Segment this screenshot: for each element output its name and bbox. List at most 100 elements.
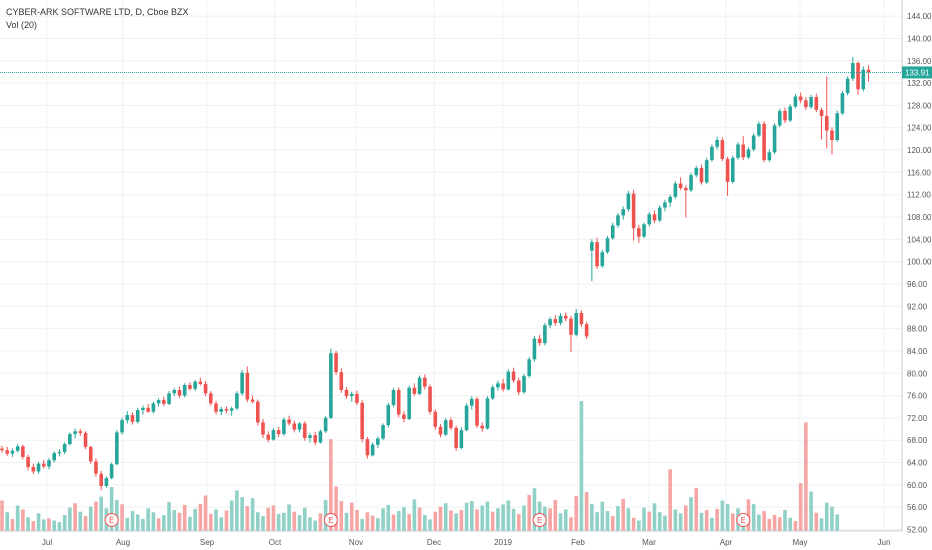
candle-body xyxy=(329,353,333,418)
volume-bar xyxy=(558,513,563,531)
volume-bar xyxy=(344,512,349,531)
volume-bar xyxy=(266,507,271,531)
y-tick-label: 52.00 xyxy=(907,526,928,535)
y-tick-label: 56.00 xyxy=(907,503,928,512)
candle-body xyxy=(647,214,652,225)
candle-body xyxy=(5,450,10,454)
candle-body xyxy=(297,423,302,430)
candle-body xyxy=(543,325,547,344)
candle-body xyxy=(558,315,563,324)
candle-body xyxy=(151,403,156,412)
candle-body xyxy=(657,207,662,221)
volume-bar xyxy=(62,514,67,531)
candle-body xyxy=(824,116,829,131)
y-tick-label: 104.00 xyxy=(907,235,932,244)
candle-body xyxy=(626,193,631,210)
candle-body xyxy=(694,167,699,176)
volume-bar xyxy=(715,508,719,531)
volume-bar xyxy=(245,506,250,531)
candle-body xyxy=(31,467,36,472)
candle-body xyxy=(391,390,396,406)
volume-bar xyxy=(10,518,15,531)
candle-body xyxy=(798,96,803,101)
volume-bar xyxy=(182,504,187,531)
candle-body xyxy=(73,431,77,435)
volume-bar xyxy=(370,515,375,531)
candle-body xyxy=(616,215,620,226)
earnings-marker-icon xyxy=(104,513,119,527)
volume-bar xyxy=(355,509,359,531)
volume-bar xyxy=(162,514,166,531)
candle-body xyxy=(861,69,866,90)
candle-body xyxy=(532,338,537,360)
candle-body xyxy=(99,473,103,486)
y-tick-label: 92.00 xyxy=(907,302,928,311)
candle-body xyxy=(271,430,276,440)
volume-bar xyxy=(783,509,787,531)
x-axis-labels: Jul Aug Sep Oct Nov Dec 2019 Feb Mar Apr May Jun xyxy=(42,538,891,547)
volume-bar xyxy=(673,509,678,531)
x-tick-label: Aug xyxy=(116,538,130,547)
candle-body xyxy=(240,372,244,394)
candle-body xyxy=(845,78,850,94)
candle-body xyxy=(177,390,182,396)
candle-body xyxy=(396,390,401,415)
volume-bar xyxy=(130,511,135,531)
chart-legend: CYBER-ARK SOFTWARE LTD, D, Cboe BZX Vol … xyxy=(6,6,189,32)
candle-body xyxy=(631,193,636,229)
candle-body xyxy=(443,420,448,435)
candle-body xyxy=(313,435,317,443)
volume-bar xyxy=(663,515,667,531)
candle-body xyxy=(407,387,411,420)
candle-body xyxy=(219,408,224,412)
candle-body xyxy=(261,422,265,435)
volume-bar xyxy=(809,491,813,531)
candle-body xyxy=(725,158,730,182)
candle-body xyxy=(386,405,391,426)
volume-bar xyxy=(516,513,521,531)
candle-body xyxy=(663,202,667,208)
candle-body xyxy=(52,453,56,461)
candle-body xyxy=(62,444,67,452)
volume-bar xyxy=(522,505,526,531)
volume-bar xyxy=(193,508,197,531)
volume-bar xyxy=(240,497,244,531)
candle-body xyxy=(553,319,558,324)
candle-body xyxy=(104,478,109,486)
candle-body xyxy=(255,401,260,423)
volume-bar xyxy=(757,514,761,531)
candle-body xyxy=(282,419,286,435)
volume-bar xyxy=(255,512,260,531)
candle-body xyxy=(767,152,772,161)
volume-bar xyxy=(647,511,652,531)
volume-bar xyxy=(710,517,714,531)
candle-body xyxy=(490,387,495,399)
volume-bar xyxy=(313,520,317,531)
volume-bar xyxy=(391,514,396,531)
volume-bar xyxy=(762,511,766,531)
volume-bar xyxy=(684,505,688,531)
x-tick-label: Nov xyxy=(349,538,363,547)
candle-body xyxy=(115,432,119,465)
volume-bar xyxy=(485,501,490,531)
volume-bar xyxy=(626,508,631,531)
volume-bar xyxy=(224,510,229,531)
candle-body xyxy=(830,130,834,141)
candle-body xyxy=(276,430,281,435)
volume-bar xyxy=(402,507,406,531)
volume-bar xyxy=(26,517,30,531)
candle-body xyxy=(36,463,41,472)
candle-body xyxy=(610,225,615,239)
candle-body xyxy=(188,384,192,389)
volume-bar xyxy=(381,508,385,531)
volume-bar xyxy=(167,502,171,531)
chart-title: CYBER-ARK SOFTWARE LTD, D, Cboe BZX xyxy=(6,7,189,17)
volume-bar xyxy=(652,503,657,531)
y-tick-label: 60.00 xyxy=(907,481,928,490)
last-price-label: 133.91 xyxy=(905,68,930,77)
volume-bar xyxy=(720,500,725,531)
earnings-marker-label: E xyxy=(537,516,542,525)
y-tick-label: 68.00 xyxy=(907,436,928,445)
x-tick-label: Jul xyxy=(42,538,52,547)
